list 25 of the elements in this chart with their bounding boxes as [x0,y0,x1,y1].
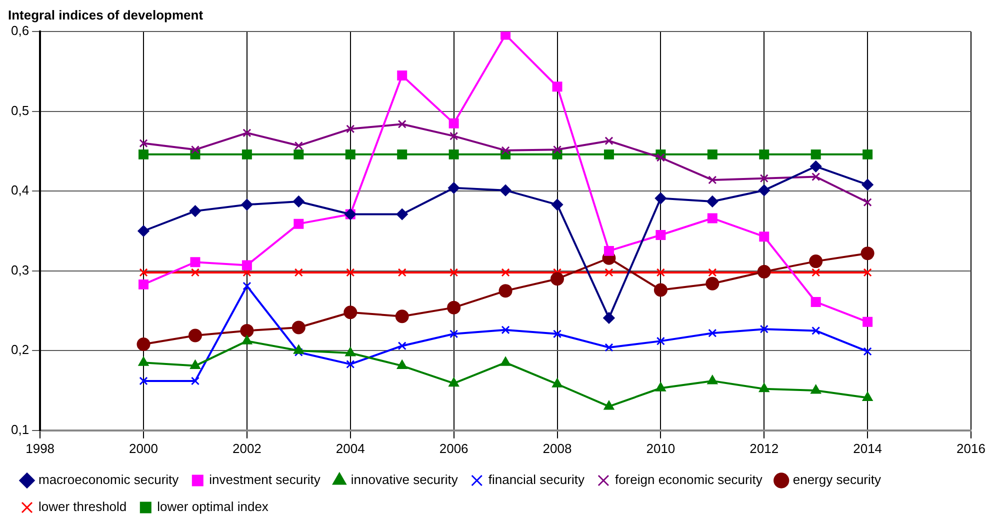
legend-label: lower threshold [38,499,127,514]
legend-label: energy security [792,472,882,488]
y-tick-label: 0,6 [10,23,30,38]
legend-label: foreign economic security [614,472,763,488]
x-tick-label: 2016 [956,440,986,456]
legend-label: financial security [488,472,585,488]
x-tick-label: 2010 [646,440,676,456]
x-tick-label: 2008 [542,440,572,456]
y-tick-label: 0,5 [10,102,30,118]
legend-label: macroeconomic security [38,472,180,488]
legend-label: lower optimal index [157,499,269,514]
y-tick-label: 0,1 [10,422,30,437]
y-tick-label: 0,2 [10,342,30,358]
x-tick-label: 2004 [336,440,365,456]
y-tick-label: 0,3 [10,262,30,278]
x-tick-label: 2002 [232,440,262,456]
x-tick-label: 1998 [26,440,55,456]
x-tick-label: 2012 [750,440,779,456]
legend-label: investment security [209,472,321,488]
y-tick-label: 0,4 [10,182,30,198]
x-tick-label: 2006 [439,440,468,456]
x-tick-label: 2000 [129,440,158,456]
legend-label: innovative security [350,472,458,488]
chart-title: Integral indices of development [8,7,204,22]
x-tick-label: 2014 [853,440,882,456]
